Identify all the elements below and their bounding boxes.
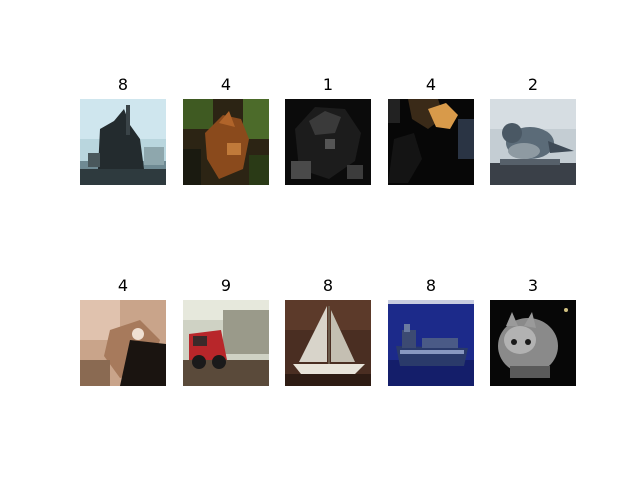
image-label: 2 <box>527 75 539 94</box>
image-label: 8 <box>322 276 334 295</box>
thumbnail-ship <box>388 300 474 386</box>
image-label: 4 <box>220 75 232 94</box>
image-label: 4 <box>117 276 129 295</box>
thumbnail-deer <box>388 99 474 185</box>
thumbnail-deer <box>183 99 269 185</box>
image-label: 1 <box>322 75 334 94</box>
thumbnail-ship <box>80 99 166 185</box>
thumbnail-sailboat <box>285 300 371 386</box>
image-label: 8 <box>425 276 437 295</box>
thumbnail-bird <box>490 99 576 185</box>
image-label: 4 <box>425 75 437 94</box>
image-label: 8 <box>117 75 129 94</box>
thumbnail-dark-object <box>285 99 371 185</box>
thumbnail-cat <box>490 300 576 386</box>
image-label: 3 <box>527 276 539 295</box>
thumbnail-truck <box>183 300 269 386</box>
thumbnail-deer <box>80 300 166 386</box>
image-label: 9 <box>220 276 232 295</box>
